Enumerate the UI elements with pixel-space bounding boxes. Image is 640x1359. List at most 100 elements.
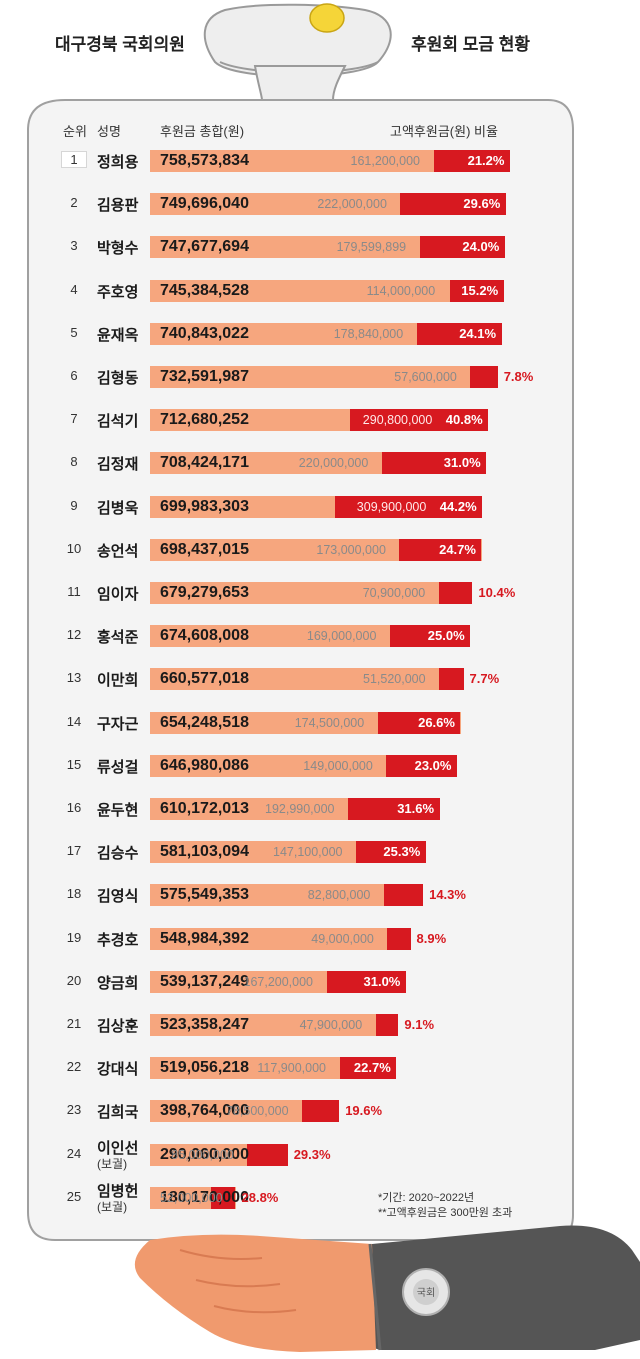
high-amount-label: 117,900,000: [257, 1061, 326, 1075]
rank-label: 17: [66, 843, 82, 858]
footnote-definition: **고액후원금은 300만원 초과: [378, 1207, 513, 1219]
total-bar: [150, 1100, 340, 1122]
high-amount-label: 52,000,000: [160, 1191, 223, 1205]
column-header-name: 성명: [97, 124, 121, 139]
ratio-label: 29.6%: [463, 196, 501, 211]
table-row: 8 김정재 708,424,171 220,000,000 31.0%: [0, 451, 640, 475]
rank-label: 12: [66, 627, 82, 642]
name-label: 구자근: [97, 716, 139, 733]
high-amount-label: 114,000,000: [366, 284, 436, 298]
column-header-high-ratio: 고액후원금(원) 비율: [390, 124, 498, 139]
high-amount-label: 85,000,000: [171, 1148, 234, 1162]
ratio-label: 40.8%: [445, 412, 483, 427]
rank-label: 3: [70, 238, 78, 253]
high-bar: [302, 1100, 340, 1122]
total-value-label: 646,980,086: [160, 757, 249, 774]
ratio-label: 22.7%: [353, 1060, 391, 1075]
high-bar: [335, 496, 483, 518]
total-bar: [150, 755, 457, 777]
table-row: 5 윤재옥 740,843,022 178,840,000 24.1%: [0, 322, 640, 346]
total-bar: [150, 236, 505, 258]
table-row: 17 김승수 581,103,094 147,100,000 25.3%: [0, 840, 640, 864]
table-row: 24 이인선 (보궐) 290,060,000 85,000,000 29.3%: [0, 1140, 640, 1171]
total-bar: [150, 1014, 399, 1036]
high-amount-label: 70,900,000: [362, 586, 426, 600]
total-value-label: 654,248,518: [160, 714, 249, 731]
high-bar: [348, 798, 440, 820]
table-row: 15 류성걸 646,980,086 149,000,000 23.0%: [0, 754, 640, 778]
high-amount-label: 57,600,000: [394, 370, 457, 384]
table-row: 11 임이자 679,279,653 70,900,000 10.4%: [0, 581, 640, 605]
badge-label: 국회: [417, 1287, 435, 1299]
ratio-label: 26.6%: [418, 715, 455, 730]
ratio-label: 31.6%: [397, 801, 435, 816]
high-amount-label: 192,990,000: [265, 802, 335, 816]
table-row: 19 추경호 548,984,392 49,000,000 8.9%: [0, 927, 640, 951]
table-row: 22 강대식 519,056,218 117,900,000 22.7%: [0, 1056, 640, 1080]
name-label: 정희용: [97, 154, 139, 171]
high-amount-label: 169,000,000: [306, 629, 377, 643]
badge-icon: 국회: [402, 1268, 450, 1316]
rank-label: 16: [66, 800, 82, 815]
name-label: 윤두현: [97, 802, 139, 819]
high-bar: [210, 1187, 236, 1209]
total-value-label: 699,983,303: [160, 498, 249, 515]
table-row: 6 김형동 732,591,987 57,600,000 7.8%: [0, 365, 640, 389]
total-value-label: 747,677,694: [160, 238, 249, 255]
ratio-label: 31.0%: [363, 974, 401, 989]
table-row: 18 김영식 575,549,353 82,800,000 14.3%: [0, 883, 640, 907]
total-bar: [150, 150, 510, 172]
name-label: 김형동: [97, 370, 139, 387]
rank-label: 6: [70, 368, 78, 383]
total-value-label: 740,843,022: [160, 325, 249, 342]
total-value-label: 660,577,018: [160, 670, 249, 687]
high-amount-label: 147,100,000: [273, 845, 343, 859]
column-header-rank: 순위: [63, 124, 87, 139]
high-amount-label: 309,900,000: [356, 500, 427, 514]
footnote-period: *기간: 2020~2022년: [378, 1192, 475, 1204]
total-bar: [150, 539, 482, 561]
ratio-label: 7.7%: [469, 671, 500, 686]
rank-label: 20: [66, 973, 82, 988]
table-row: 25 임병헌 (보궐) 180,170,000 52,000,000 28.8%: [0, 1183, 640, 1214]
ratio-label: 19.6%: [345, 1103, 383, 1118]
table-row: 16 윤두현 610,172,013 192,990,000 31.6%: [0, 797, 640, 821]
table-row: 21 김상훈 523,358,247 47,900,000 9.1%: [0, 1013, 640, 1037]
ratio-label: 7.8%: [503, 369, 534, 384]
high-amount-label: 78,500,000: [226, 1104, 289, 1118]
high-amount-label: 161,200,000: [350, 154, 421, 168]
rank-label: 7: [70, 411, 78, 426]
high-bar: [381, 452, 487, 474]
headline-left: 대구경북 국회의원: [55, 35, 185, 54]
high-bar: [433, 150, 510, 172]
name-label: 박형수: [97, 240, 139, 257]
name-label: 양금희: [97, 975, 139, 992]
high-bar: [387, 928, 411, 950]
high-bar: [386, 755, 457, 777]
high-bar: [400, 193, 506, 215]
rank-label: 24: [66, 1146, 82, 1161]
total-bar: [150, 1057, 397, 1079]
name-label: 강대식: [97, 1061, 139, 1078]
high-amount-label: 220,000,000: [298, 456, 369, 470]
high-amount-label: 178,840,000: [333, 327, 404, 341]
high-bar: [438, 582, 473, 604]
total-value-label: 708,424,171: [160, 454, 249, 471]
high-bar: [439, 668, 464, 690]
name-label: 추경호: [97, 932, 139, 949]
high-amount-label: 82,800,000: [307, 888, 371, 902]
total-bar: [150, 582, 473, 604]
high-bar: [375, 1014, 399, 1036]
table-row: 3 박형수 747,677,694 179,599,899 24.0%: [0, 235, 640, 259]
ratio-label: 21.2%: [467, 153, 505, 168]
rank-label: 5: [70, 325, 78, 340]
high-bar: [470, 366, 498, 388]
high-amount-label: 174,500,000: [294, 716, 365, 730]
high-amount-label: 179,599,899: [336, 240, 407, 254]
high-bar: [419, 236, 505, 258]
name-label: 윤재옥: [97, 327, 139, 344]
ratio-label: 25.0%: [427, 628, 465, 643]
table-row: 2 김용판 749,696,040 222,000,000 29.6%: [0, 192, 640, 216]
total-bar: [150, 884, 424, 906]
